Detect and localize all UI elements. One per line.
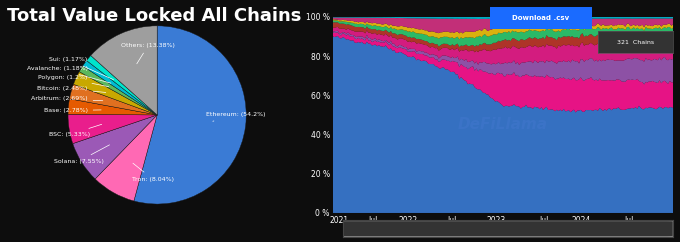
- Wedge shape: [83, 60, 157, 115]
- Text: Base: (2.78%): Base: (2.78%): [44, 108, 101, 113]
- Text: 321  Chains: 321 Chains: [617, 40, 654, 45]
- Wedge shape: [95, 115, 157, 201]
- Wedge shape: [68, 114, 157, 144]
- Wedge shape: [68, 99, 157, 115]
- Wedge shape: [86, 55, 157, 115]
- Text: Sui: (1.17%): Sui: (1.17%): [50, 57, 114, 80]
- Text: Total Value Locked All Chains: Total Value Locked All Chains: [7, 7, 301, 25]
- Text: Polygon: (1.2%): Polygon: (1.2%): [38, 75, 109, 87]
- Wedge shape: [134, 26, 246, 204]
- Text: Solana: (7.55%): Solana: (7.55%): [54, 145, 109, 164]
- Text: Ethereum: (54.2%): Ethereum: (54.2%): [206, 113, 266, 121]
- Text: Avalanche: (1.18%): Avalanche: (1.18%): [27, 66, 111, 83]
- Text: Arbitrum: (2.69%): Arbitrum: (2.69%): [31, 96, 103, 101]
- Wedge shape: [80, 66, 157, 115]
- Text: Download .csv: Download .csv: [512, 15, 569, 21]
- FancyBboxPatch shape: [340, 221, 673, 237]
- Text: Others: (13.38%): Others: (13.38%): [121, 43, 175, 64]
- Wedge shape: [73, 115, 157, 179]
- Wedge shape: [69, 84, 157, 115]
- Text: Tron: (8.04%): Tron: (8.04%): [132, 163, 173, 182]
- Wedge shape: [73, 72, 157, 115]
- Wedge shape: [90, 26, 157, 115]
- Text: Bitcoin: (2.48%): Bitcoin: (2.48%): [37, 86, 106, 92]
- Text: DeFiLlama: DeFiLlama: [458, 117, 548, 132]
- Text: BSC: (5.33%): BSC: (5.33%): [49, 124, 102, 137]
